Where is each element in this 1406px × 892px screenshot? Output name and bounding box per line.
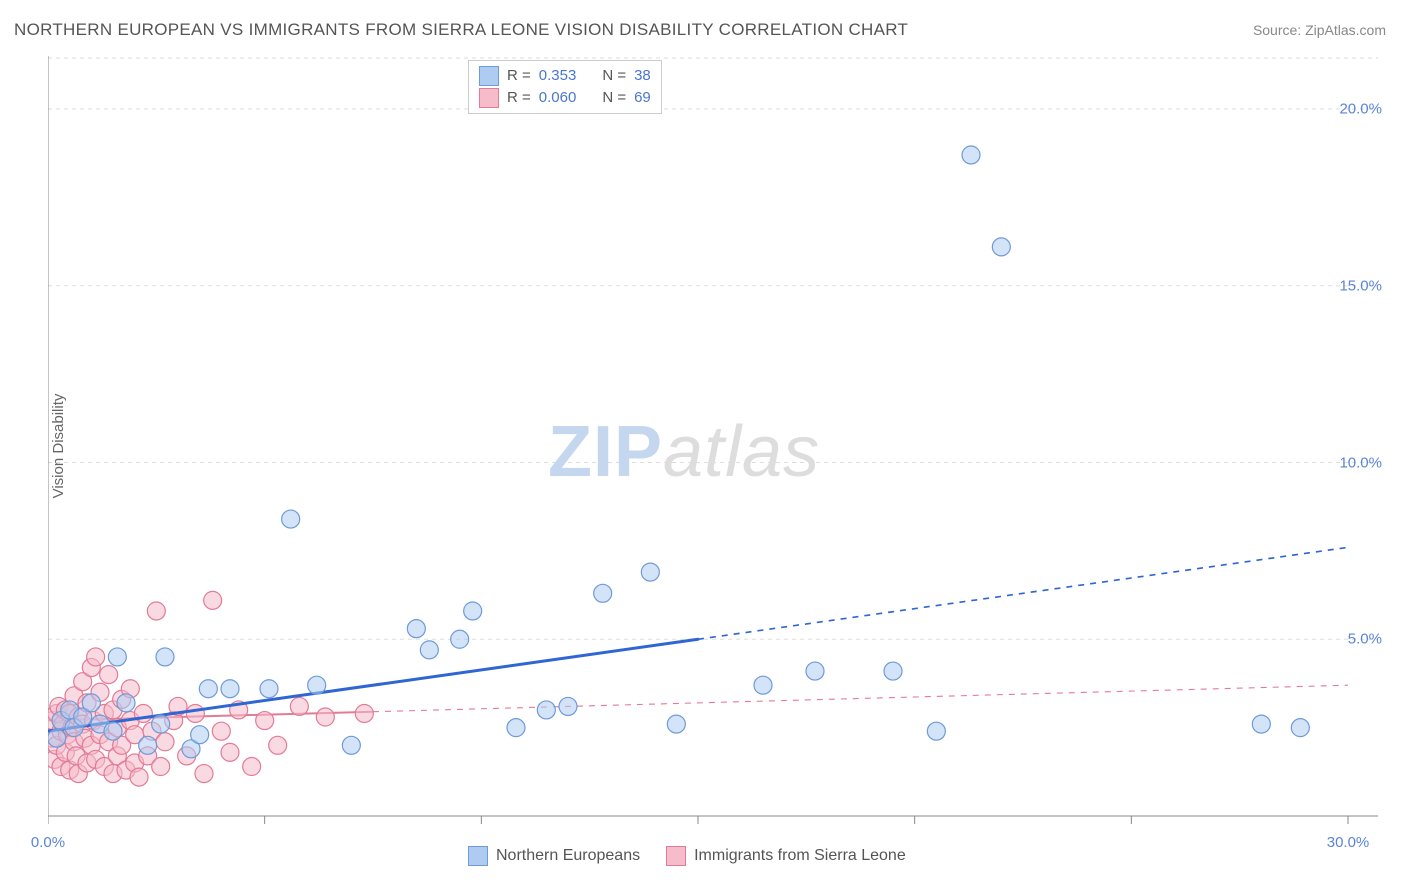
n-value: 38 — [634, 65, 651, 87]
legend-item: Immigrants from Sierra Leone — [666, 846, 906, 866]
y-tick-label: 20.0% — [1339, 101, 1382, 118]
legend-swatch-pink — [666, 846, 686, 866]
legend-label: Immigrants from Sierra Leone — [694, 847, 906, 865]
legend-item: Northern Europeans — [468, 846, 640, 866]
scatter-plot-svg — [48, 56, 1388, 836]
r-label: R = — [507, 87, 531, 109]
r-value: 0.353 — [539, 65, 577, 87]
n-label: N = — [602, 87, 626, 109]
y-tick-label: 10.0% — [1339, 454, 1382, 471]
source-prefix: Source: — [1253, 22, 1305, 38]
y-tick-label: 15.0% — [1339, 277, 1382, 294]
legend-label: Northern Europeans — [496, 847, 640, 865]
legend-stats-row: R = 0.353 N = 38 — [479, 65, 651, 87]
source-link[interactable]: ZipAtlas.com — [1305, 22, 1386, 38]
legend-stats: R = 0.353 N = 38 R = 0.060 N = 69 — [468, 60, 662, 114]
r-value: 0.060 — [539, 87, 577, 109]
y-tick-label: 5.0% — [1348, 631, 1382, 648]
chart-area: ZIPatlas R = 0.353 N = 38 R = 0.060 N = … — [48, 56, 1388, 836]
legend-swatch-blue — [479, 66, 499, 86]
r-label: R = — [507, 65, 531, 87]
legend-swatch-pink — [479, 88, 499, 108]
x-tick-label: 30.0% — [1327, 834, 1370, 851]
x-tick-label: 0.0% — [31, 834, 65, 851]
n-label: N = — [602, 65, 626, 87]
source-attribution: Source: ZipAtlas.com — [1253, 22, 1386, 38]
chart-title: NORTHERN EUROPEAN VS IMMIGRANTS FROM SIE… — [14, 20, 908, 40]
legend-stats-row: R = 0.060 N = 69 — [479, 87, 651, 109]
legend-swatch-blue — [468, 846, 488, 866]
legend-series: Northern Europeans Immigrants from Sierr… — [468, 846, 906, 866]
n-value: 69 — [634, 87, 651, 109]
